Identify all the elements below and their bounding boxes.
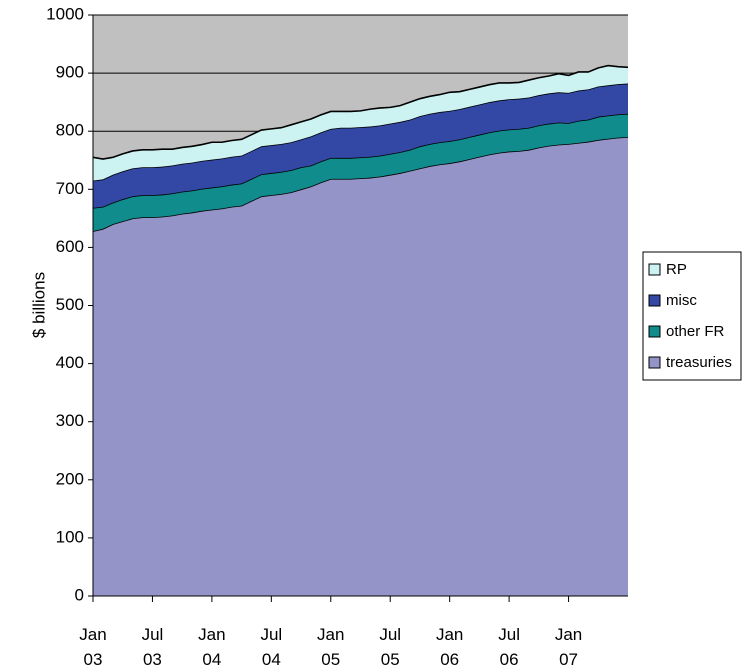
x-tick-label: Jan 04 bbox=[198, 625, 226, 669]
legend-swatch bbox=[648, 356, 661, 369]
y-tick-label: 0 bbox=[75, 585, 84, 604]
legend-label: treasuries bbox=[666, 354, 732, 371]
y-tick-label: 500 bbox=[56, 295, 84, 314]
y-tick-label: 100 bbox=[56, 527, 84, 546]
area bbox=[93, 113, 628, 232]
area bbox=[93, 65, 628, 181]
legend-swatch bbox=[648, 325, 661, 338]
x-tick-label: Jan 05 bbox=[317, 625, 345, 669]
x-tick-label: Jan 06 bbox=[435, 625, 464, 669]
x-tick-label: Jan 03 bbox=[79, 625, 107, 669]
y-tick-label: 700 bbox=[56, 179, 84, 198]
x-tick-label: Jul 05 bbox=[379, 625, 402, 669]
x-tick-label: Jul 03 bbox=[141, 625, 164, 669]
area-edge bbox=[92, 64, 629, 160]
legend-label: RP bbox=[666, 261, 687, 278]
y-tick-label: 600 bbox=[56, 237, 84, 256]
y-tick-label: 300 bbox=[56, 411, 84, 430]
y-tick-label: 400 bbox=[56, 353, 84, 372]
legend-label: misc bbox=[666, 292, 697, 309]
y-tick-label: 900 bbox=[56, 63, 84, 82]
y-tick-label: 800 bbox=[56, 121, 84, 140]
y-tick-label: 200 bbox=[56, 469, 84, 488]
legend-swatch bbox=[648, 263, 661, 276]
x-tick-label: Jan 07 bbox=[554, 625, 583, 669]
y-tick-label: 1000 bbox=[46, 4, 84, 23]
area bbox=[93, 83, 628, 208]
x-tick-label: Jul 06 bbox=[498, 625, 520, 669]
x-tick-label: Jul 04 bbox=[260, 625, 283, 669]
legend-swatch bbox=[648, 294, 661, 307]
area bbox=[93, 137, 628, 596]
y-axis-label: $ billions bbox=[29, 272, 48, 338]
legend-label: other FR bbox=[666, 323, 725, 340]
